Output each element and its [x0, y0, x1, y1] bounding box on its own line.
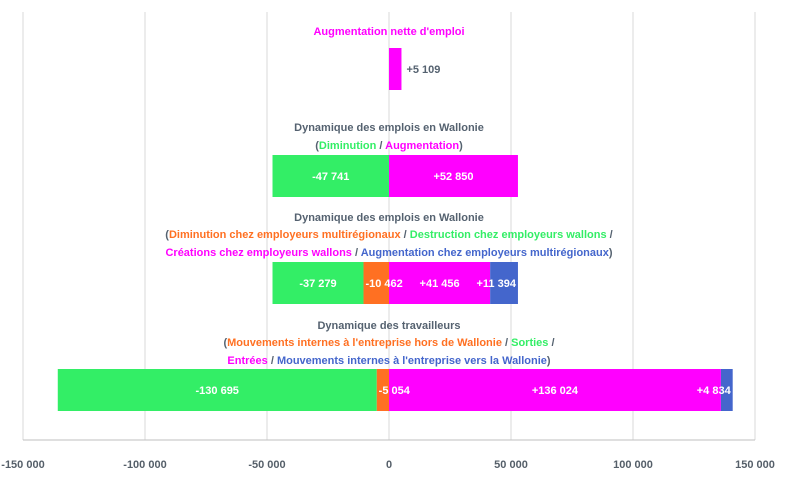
bar-segment: [720, 369, 733, 411]
data-labels: +5 109 -47 741 +52 850 -10 462 -37 279 +41 45…: [196, 64, 732, 397]
group-title-line: Entrées / Mouvements internes à l'entrep…: [227, 355, 551, 367]
title-fragment: /: [376, 140, 385, 152]
data-label: +52 850: [433, 171, 473, 183]
title-fragment: Diminution chez employeurs multirégionau…: [169, 229, 402, 241]
group-title-line: Augmentation nette d'emploi: [313, 26, 464, 38]
group-title-line: Dynamique des travailleurs: [317, 320, 460, 332]
title-fragment: ): [459, 140, 463, 152]
tick-label: 100 000: [613, 459, 653, 471]
data-label: +41 456: [420, 278, 460, 290]
data-label: +4 834: [697, 385, 732, 397]
bars: [57, 48, 733, 411]
title-fragment: (: [315, 140, 319, 152]
title-fragment: Dynamique des travailleurs: [317, 320, 460, 332]
title-fragment: Entrées: [227, 355, 267, 367]
data-label: -37 279: [299, 278, 336, 290]
tick-label: 0: [386, 459, 392, 471]
group-title-line: (Diminution / Augmentation): [315, 140, 463, 152]
data-label: -47 741: [312, 171, 349, 183]
title-fragment: Augmentation nette d'emploi: [313, 26, 464, 38]
title-fragment: /: [502, 337, 511, 349]
title-fragment: /: [352, 247, 361, 259]
title-fragment: Destruction chez employeurs wallons: [410, 229, 607, 241]
title-fragment: Créations chez employeurs wallons: [165, 247, 351, 259]
data-label: +5 109: [406, 64, 440, 76]
tick-label: -50 000: [248, 459, 285, 471]
title-fragment: Dynamique des emplois en Wallonie: [294, 122, 484, 134]
title-fragment: ): [547, 355, 551, 367]
title-fragment: /: [268, 355, 277, 367]
title-fragment: Mouvements internes à l'entreprise vers …: [277, 355, 547, 367]
title-fragment: Sorties: [511, 337, 548, 349]
group-title-line: Dynamique des emplois en Wallonie: [294, 212, 484, 224]
title-fragment: Dynamique des emplois en Wallonie: [294, 212, 484, 224]
data-label: -5 054: [379, 385, 411, 397]
bar-segment: [490, 262, 518, 304]
bar-segment: [363, 262, 389, 304]
tick-label: -150 000: [1, 459, 44, 471]
title-fragment: /: [607, 229, 613, 241]
x-axis: -150 000 -100 000 -50 000 0 50 000 100 000 150…: [1, 439, 775, 471]
tick-label: 150 000: [735, 459, 775, 471]
title-fragment: (: [165, 229, 169, 241]
title-fragment: (: [223, 337, 227, 349]
title-fragment: Augmentation chez employeurs multirégion…: [361, 247, 610, 259]
tick-label: 50 000: [494, 459, 528, 471]
bar-segment: [389, 155, 518, 197]
data-label: +136 024: [532, 385, 579, 397]
title-fragment: Mouvements internes à l'entreprise hors …: [227, 337, 502, 349]
bar-segment: [389, 369, 721, 411]
title-fragment: /: [548, 337, 554, 349]
bar-segment: [376, 369, 389, 411]
group-title-line: Créations chez employeurs wallons / Augm…: [165, 247, 612, 259]
bar-segment: [389, 48, 402, 90]
bar-segment: [389, 262, 491, 304]
bar-segment: [272, 262, 364, 304]
bar-segment: [57, 369, 377, 411]
title-fragment: Diminution: [319, 140, 377, 152]
group-titles: Augmentation nette d'emploi Dynamique des…: [165, 26, 613, 367]
data-label: +11 394: [476, 278, 516, 290]
group-title-line: Dynamique des emplois en Wallonie: [294, 122, 484, 134]
title-fragment: /: [401, 229, 410, 241]
title-fragment: Augmentation: [385, 140, 459, 152]
data-label: -10 462: [365, 278, 402, 290]
group-title-line: (Mouvements internes à l'entreprise hors…: [223, 337, 554, 349]
group-title-line: (Diminution chez employeurs multirégiona…: [165, 229, 612, 241]
title-fragment: ): [609, 247, 613, 259]
tick-label: -100 000: [123, 459, 166, 471]
bar-segment: [272, 155, 389, 197]
data-label: -130 695: [196, 385, 239, 397]
